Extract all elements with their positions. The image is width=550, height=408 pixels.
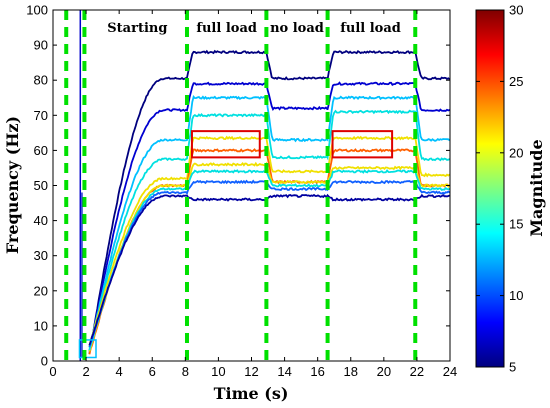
y-tick-label: 100	[26, 3, 48, 18]
x-tick-label: 6	[149, 364, 156, 379]
contour-line	[88, 179, 450, 348]
segment-boundaries	[64, 10, 418, 361]
y-tick-label: 50	[34, 178, 48, 193]
contour-line	[88, 161, 450, 352]
colorbar-tick-label: 30	[509, 3, 523, 18]
x-tick-label: 24	[443, 364, 457, 379]
colorbar-ticks: 5 10 15 20 25 30	[476, 3, 523, 375]
x-tick-label: 14	[277, 364, 291, 379]
y-tick-label: 90	[34, 38, 48, 53]
y-tick-label: 10	[34, 318, 48, 333]
phase-label: full load	[196, 21, 257, 36]
contour-lines	[78, 10, 450, 361]
contour-core	[331, 130, 394, 159]
x-tick-label: 2	[82, 364, 89, 379]
x-tick-label: 22	[410, 364, 424, 379]
phase-annotations: Starting full load no load full load	[107, 21, 401, 36]
colorbar-tick-label: 25	[509, 74, 523, 89]
x-axis-ticks: 0 2 4 6 8 10 12 14 16 18 20 22 24	[49, 10, 457, 379]
x-tick-label: 18	[344, 364, 358, 379]
contour-line	[88, 95, 450, 351]
y-axis-title: Frequency (Hz)	[3, 116, 22, 254]
y-axis-ticks: 0 10 20 30 40 50 60 70 80 90 100	[26, 3, 450, 369]
colorbar-tick-label: 20	[509, 145, 523, 160]
contour-line	[88, 193, 450, 346]
x-axis-title: Time (s)	[214, 384, 289, 403]
phase-label: Starting	[107, 21, 167, 36]
phase-label: full load	[340, 21, 401, 36]
y-tick-label: 20	[34, 283, 48, 298]
contour-line	[88, 135, 450, 347]
x-tick-label: 20	[377, 364, 391, 379]
contour-line	[88, 48, 450, 355]
plot-background	[53, 10, 450, 361]
y-tick-label: 0	[41, 354, 48, 369]
x-tick-label: 10	[211, 364, 225, 379]
contour-line	[88, 109, 450, 348]
y-tick-label: 80	[34, 73, 48, 88]
contour-line	[88, 169, 450, 351]
transient-blob	[78, 339, 97, 359]
x-tick-label: 4	[116, 364, 123, 379]
contour-line	[88, 81, 450, 352]
colorbar-tick-label: 5	[509, 360, 516, 375]
x-tick-label: 0	[49, 364, 56, 379]
contour-core	[190, 130, 261, 159]
colorbar-title: Magnitude	[527, 139, 546, 236]
x-tick-label: 8	[182, 364, 189, 379]
y-tick-label: 60	[34, 143, 48, 158]
x-tick-label: 12	[244, 364, 258, 379]
y-tick-label: 40	[34, 213, 48, 228]
phase-label: no load	[270, 21, 324, 36]
colorbar-tick-label: 10	[509, 288, 523, 303]
y-tick-label: 70	[34, 108, 48, 123]
colorbar	[475, 9, 505, 368]
x-tick-label: 16	[310, 364, 324, 379]
y-tick-label: 30	[34, 248, 48, 263]
colorbar-tick-label: 15	[509, 217, 523, 232]
